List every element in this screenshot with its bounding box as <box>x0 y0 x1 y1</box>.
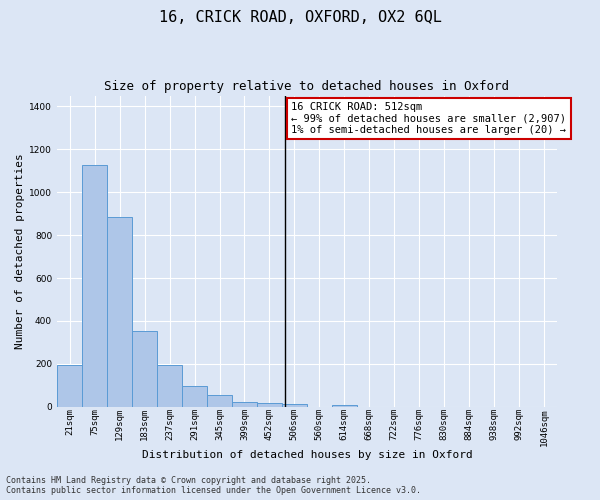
Y-axis label: Number of detached properties: Number of detached properties <box>15 154 25 349</box>
Text: 16 CRICK ROAD: 512sqm
← 99% of detached houses are smaller (2,907)
1% of semi-de: 16 CRICK ROAD: 512sqm ← 99% of detached … <box>292 102 566 135</box>
Bar <box>332 404 357 407</box>
Bar <box>107 217 132 407</box>
Bar <box>157 364 182 407</box>
Bar <box>232 402 257 407</box>
Text: 16, CRICK ROAD, OXFORD, OX2 6QL: 16, CRICK ROAD, OXFORD, OX2 6QL <box>158 10 442 25</box>
Bar <box>57 364 82 407</box>
Title: Size of property relative to detached houses in Oxford: Size of property relative to detached ho… <box>104 80 509 93</box>
Bar <box>182 386 207 407</box>
Text: Contains HM Land Registry data © Crown copyright and database right 2025.
Contai: Contains HM Land Registry data © Crown c… <box>6 476 421 495</box>
Bar <box>82 164 107 407</box>
Bar <box>207 395 232 407</box>
Bar <box>257 403 282 407</box>
Bar <box>132 332 157 407</box>
Bar <box>282 404 307 407</box>
X-axis label: Distribution of detached houses by size in Oxford: Distribution of detached houses by size … <box>142 450 472 460</box>
